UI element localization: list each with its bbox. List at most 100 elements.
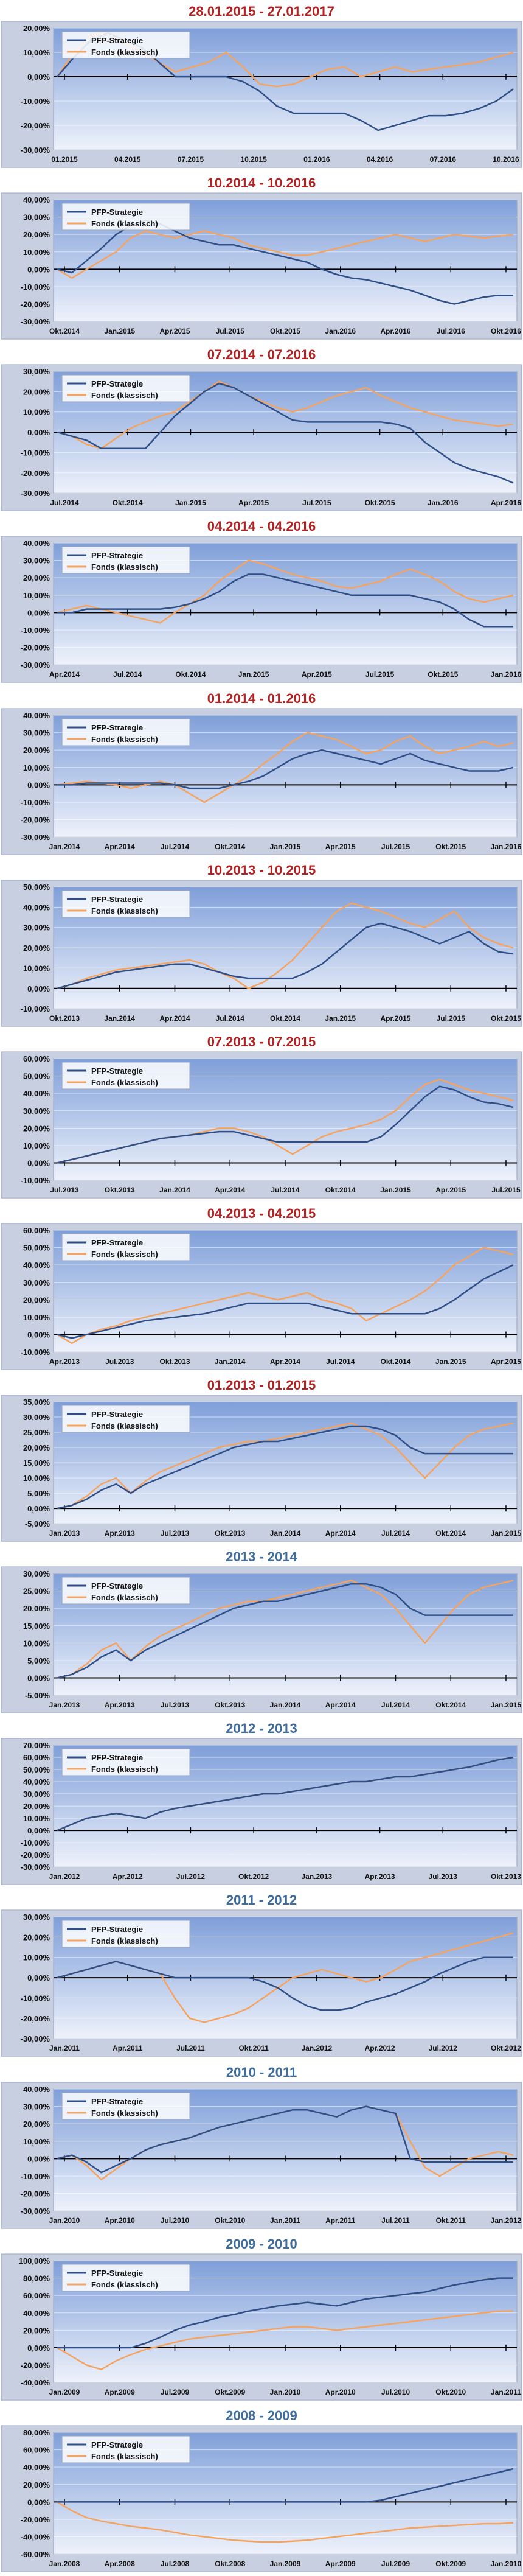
- y-tick-label: 0,00%: [27, 1674, 50, 1683]
- y-tick-label: 30,00%: [23, 1107, 50, 1116]
- x-tick-label: Jul.2013: [50, 1186, 79, 1194]
- y-tick-label: 30,00%: [23, 2102, 50, 2111]
- legend: PFP-Strategie Fonds (klassisch): [61, 1748, 190, 1776]
- chart-svg: -5,00% 0,00% 5,00% 10,00% 15,00% 20,00% 25,00%…: [1, 1395, 522, 1542]
- legend: PFP-Strategie Fonds (klassisch): [61, 2264, 190, 2292]
- series-line-fund: [57, 731, 514, 803]
- x-tick-label: Okt.2013: [160, 1357, 190, 1366]
- chart-panel: 04.2014 - 04.2016 -30,00% -20,00% -10,00% 0,…: [0, 515, 523, 687]
- x-tick-label: Okt.2010: [215, 2216, 245, 2225]
- x-tick-label: Jan.2013: [49, 1529, 80, 1538]
- series-line-strategy: [57, 1757, 514, 1832]
- x-tick-label: Jan.2009: [270, 2560, 301, 2568]
- legend-label: PFP-Strategie: [91, 2440, 143, 2449]
- y-tick-label: -10,00%: [21, 282, 50, 292]
- legend-label: PFP-Strategie: [91, 2097, 143, 2106]
- legend-label: Fonds (klassisch): [91, 1765, 158, 1774]
- x-tick-label: Jul.2014: [161, 842, 190, 851]
- x-tick-label: Jan.2015: [325, 1014, 356, 1023]
- y-tick-label: 0,00%: [27, 1974, 50, 1983]
- y-tick-label: 60,00%: [23, 1226, 50, 1235]
- legend: PFP-Strategie Fonds (klassisch): [61, 2092, 190, 2120]
- x-tick-label: Jan.2016: [491, 842, 522, 851]
- chart-panel: 2012 - 2013 -30,00% -20,00% -10,00% 0,00% 10,…: [0, 1717, 523, 1889]
- x-tick-label: Jul.2014: [326, 1357, 355, 1366]
- x-tick-label: Jan.2010: [491, 2560, 522, 2568]
- x-tick-label: Jan.2014: [270, 1529, 301, 1538]
- legend-label: Fonds (klassisch): [91, 2280, 158, 2289]
- chart-title: 04.2014 - 04.2016: [207, 519, 316, 534]
- x-tick-label: Okt.2014: [175, 671, 206, 679]
- legend-label: PFP-Strategie: [91, 551, 143, 560]
- y-tick-label: 20,00%: [23, 1295, 50, 1304]
- chart-svg: -30,00% -20,00% -10,00% 0,00% 10,00% 20,00% 30…: [1, 192, 522, 340]
- y-tick-label: 10,00%: [23, 1814, 50, 1823]
- x-tick-label: Okt.2009: [215, 2388, 245, 2396]
- x-tick-label: Okt.2014: [49, 327, 80, 335]
- y-tick-label: -20,00%: [21, 2515, 50, 2524]
- series-line-strategy: [57, 1583, 513, 1679]
- y-tick-label: 0,00%: [27, 984, 50, 993]
- chart-panel: 2010 - 2011 -30,00% -20,00% -10,00% 0,00% 10,…: [0, 2061, 523, 2233]
- legend: PFP-Strategie Fonds (klassisch): [61, 1233, 190, 1261]
- x-tick-label: Jan.2010: [270, 2388, 301, 2396]
- y-tick-label: 30,00%: [23, 1413, 50, 1422]
- x-tick-label: Okt.2013: [49, 1014, 80, 1023]
- y-tick-label: 0,00%: [27, 780, 50, 789]
- legend-label: Fonds (klassisch): [91, 562, 158, 572]
- legend: PFP-Strategie Fonds (klassisch): [61, 31, 190, 59]
- x-tick-label: Jul.2010: [161, 2216, 190, 2225]
- series-line-strategy: [57, 922, 514, 989]
- y-tick-label: -10,00%: [21, 797, 50, 807]
- x-tick-label: Jul.2013: [161, 1701, 190, 1709]
- y-tick-label: 50,00%: [23, 883, 50, 892]
- y-tick-label: 25,00%: [23, 1587, 50, 1596]
- x-tick-label: Jan.2011: [270, 2216, 300, 2225]
- x-tick-label: Apr.2016: [381, 327, 411, 335]
- y-tick-label: 0,00%: [27, 1504, 50, 1513]
- y-tick-label: 20,00%: [23, 1443, 50, 1452]
- y-tick-label: 40,00%: [23, 2463, 50, 2472]
- x-tick-label: Okt.2014: [435, 1529, 466, 1538]
- x-tick-label: 07.2015: [178, 155, 204, 164]
- x-tick-label: Jul.2012: [429, 2045, 458, 2053]
- y-tick-label: -20,00%: [21, 1850, 50, 1860]
- x-tick-label: Apr.2016: [491, 499, 521, 507]
- y-tick-label: 20,00%: [23, 1933, 50, 1942]
- y-tick-label: -10,00%: [21, 1838, 50, 1847]
- x-tick-label: Jan.2009: [49, 2388, 80, 2396]
- legend: PFP-Strategie Fonds (klassisch): [61, 1405, 190, 1433]
- x-tick-label: Jul.2015: [365, 671, 395, 679]
- x-tick-label: Jul.2013: [105, 1357, 134, 1366]
- legend-label: Fonds (klassisch): [91, 2109, 158, 2118]
- x-tick-label: Jul.2014: [216, 1014, 245, 1023]
- y-tick-label: 10,00%: [23, 408, 50, 417]
- x-tick-label: Jan.2011: [491, 2388, 521, 2396]
- chart-panel: 07.2013 - 07.2015 -10,00% 0,00% 10,00% 20,00…: [0, 1031, 523, 1202]
- chart-svg: -30,00% -20,00% -10,00% 0,00% 10,00% 20,00% 30…: [1, 1909, 522, 2057]
- legend-label: PFP-Strategie: [91, 208, 143, 217]
- legend: PFP-Strategie Fonds (klassisch): [61, 1920, 190, 1948]
- legend-label: Fonds (klassisch): [91, 1936, 158, 1945]
- x-tick-label: Apr.2009: [325, 2560, 356, 2568]
- x-tick-label: Okt.2013: [215, 1529, 245, 1538]
- y-tick-label: -20,00%: [21, 815, 50, 824]
- y-tick-label: 5,00%: [27, 1489, 50, 1498]
- legend-label: Fonds (klassisch): [91, 735, 158, 744]
- y-tick-label: 30,00%: [23, 367, 50, 376]
- y-tick-label: -30,00%: [21, 2035, 50, 2044]
- y-tick-label: -5,00%: [25, 1519, 50, 1528]
- x-tick-label: Jul.2009: [381, 2560, 410, 2568]
- y-tick-label: 20,00%: [23, 1604, 50, 1613]
- x-tick-label: Jan.2015: [380, 1186, 411, 1194]
- x-tick-label: Apr.2014: [270, 1357, 300, 1366]
- chart-title: 2013 - 2014: [226, 1549, 297, 1565]
- x-tick-label: Jan.2013: [302, 1872, 333, 1881]
- legend: PFP-Strategie Fonds (klassisch): [61, 546, 190, 574]
- chart-title: 10.2013 - 10.2015: [207, 862, 316, 878]
- chart-title: 28.01.2015 - 27.01.2017: [189, 4, 334, 19]
- x-tick-label: Okt.2015: [428, 671, 458, 679]
- x-tick-label: Jan.2015: [238, 671, 269, 679]
- x-tick-label: Jan.2015: [175, 499, 206, 507]
- series-line-fund: [57, 1247, 514, 1344]
